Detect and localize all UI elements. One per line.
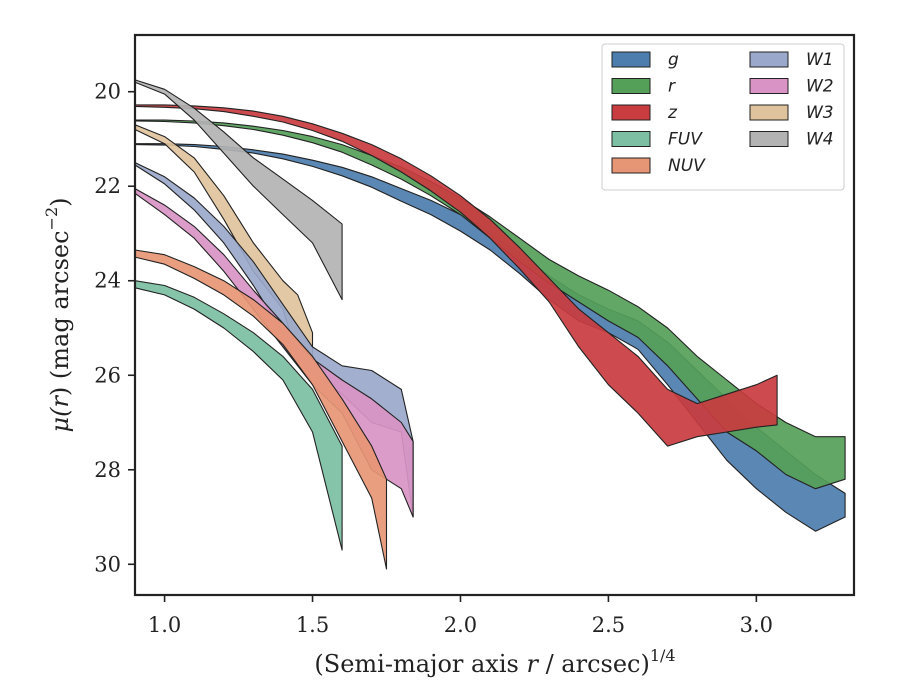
legend-swatch-nuv [611,157,651,174]
plot-frame [133,33,856,597]
x-tick-label: 1.0 [148,613,181,637]
legend-label-w4: W4 [806,130,834,150]
legend-swatch-w3 [749,104,789,121]
x-tick-label: 2.0 [444,613,477,637]
legend-swatch-z [611,104,651,121]
band-nuv [134,249,388,570]
band-g [134,143,846,532]
x-tick-label: 2.5 [592,613,625,637]
x-tick-label: 3.0 [740,613,773,637]
band-w4 [134,79,343,301]
legend-swatch-g [611,51,651,68]
legend-swatch-r [611,78,651,94]
legend-label-w2: W2 [806,77,834,97]
legend-label-w3: W3 [806,103,834,123]
legend-swatch-w4 [749,131,789,147]
x-axis-label: (Semi-major axis r / arcsec)1/4 [314,646,675,678]
legend-swatch-w1 [749,51,789,68]
band-fuv [134,280,343,551]
legend: grz FUV NUV W1 W2 W3 W4 [601,43,845,191]
legend-label-w1: W1 [806,50,834,70]
profile-bands [134,79,846,570]
y-tick-label: 20 [94,80,121,104]
y-tick-label: 26 [94,363,121,387]
y-tick-label: 24 [94,269,121,293]
y-tick-label: 28 [94,458,121,482]
legend-label-nuv: NUV [668,156,706,176]
legend-label-z: z [667,103,678,123]
y-axis-ticks: 20 22 24 26 28 30 [94,80,135,576]
legend-label-fuv: FUV [668,130,703,150]
x-axis-ticks: 1.0 1.5 2.0 2.5 3.0 [148,595,773,637]
band-w2 [134,188,414,518]
band-z [134,104,778,447]
legend-label-g: g [668,50,679,70]
y-tick-label: 30 [94,552,121,576]
y-axis-label: μ(r) (mag arcsec−2) [42,197,74,432]
legend-swatch-w2 [749,78,789,94]
legend-label-r: r [668,77,676,97]
legend-swatch-fuv [611,131,651,147]
y-tick-label: 22 [94,174,121,198]
x-tick-label: 1.5 [296,613,329,637]
